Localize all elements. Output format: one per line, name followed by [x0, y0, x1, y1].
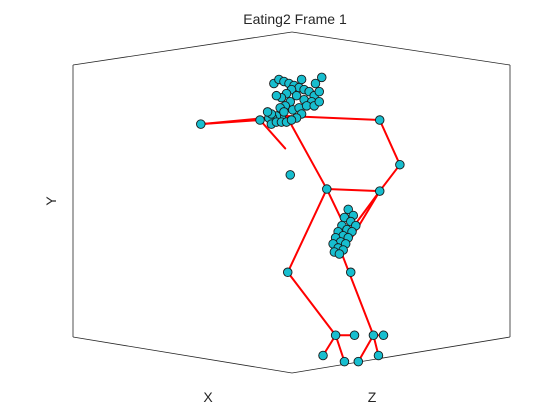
- bone-neck-hips: [285, 114, 328, 191]
- marker-point-10: [339, 356, 350, 367]
- bone-hips-l_knee: [286, 188, 328, 274]
- marker-point-7: [345, 267, 356, 278]
- marker-point-32: [291, 90, 302, 101]
- marker-point-56: [262, 107, 273, 117]
- axes-box: [72, 31, 511, 374]
- marker-point-4: [322, 184, 332, 194]
- bone-l_elbow-head: [259, 119, 287, 150]
- marker-point-6: [282, 267, 293, 278]
- marker-point-8: [330, 330, 341, 340]
- marker-point-31: [271, 90, 282, 101]
- skeleton-bones: [199, 114, 401, 363]
- axes-box-edge-0: [72, 31, 293, 66]
- marker-point-59: [343, 204, 353, 215]
- bone-r_elbow-r_hip: [378, 163, 401, 193]
- marker-point-54: [279, 107, 289, 117]
- marker-point-2: [374, 115, 385, 125]
- bone-l_knee-l_ankle: [286, 271, 337, 337]
- bone-hips-r_hip: [325, 188, 381, 193]
- axes-box-edge-5: [291, 336, 511, 374]
- marker-point-11: [349, 330, 360, 340]
- marker-point-14: [373, 350, 384, 361]
- joint-markers: [196, 72, 405, 367]
- bone-r_shoulder-r_elbow: [378, 119, 401, 166]
- marker-point-0: [196, 119, 206, 129]
- marker-point-53: [286, 115, 297, 125]
- marker-point-25: [314, 86, 324, 97]
- bone-r_ankle-r_heel: [357, 334, 375, 363]
- marker-point-15: [378, 330, 389, 340]
- marker-point-12: [368, 330, 379, 340]
- marker-point-5: [374, 186, 385, 196]
- marker-point-26: [310, 78, 321, 89]
- marker-point-58: [285, 170, 296, 180]
- axes-box-edge-1: [291, 31, 511, 66]
- chart-title: Eating2 Frame 1: [243, 11, 347, 27]
- marker-point-57: [317, 72, 327, 83]
- marker-point-13: [353, 356, 364, 367]
- marker-point-42: [314, 97, 324, 107]
- marker-point-77: [334, 249, 345, 259]
- marker-point-3: [395, 159, 405, 170]
- axes-box-edge-4: [72, 336, 293, 374]
- marker-point-9: [318, 350, 328, 361]
- z-axis-label: Z: [368, 389, 377, 405]
- y-axis-label: Y: [43, 196, 59, 206]
- marker-point-1: [255, 115, 265, 125]
- x-axis-label: X: [203, 389, 213, 405]
- bone-r_fingers-r_ankle: [340, 253, 375, 337]
- marker-point-27: [296, 74, 307, 85]
